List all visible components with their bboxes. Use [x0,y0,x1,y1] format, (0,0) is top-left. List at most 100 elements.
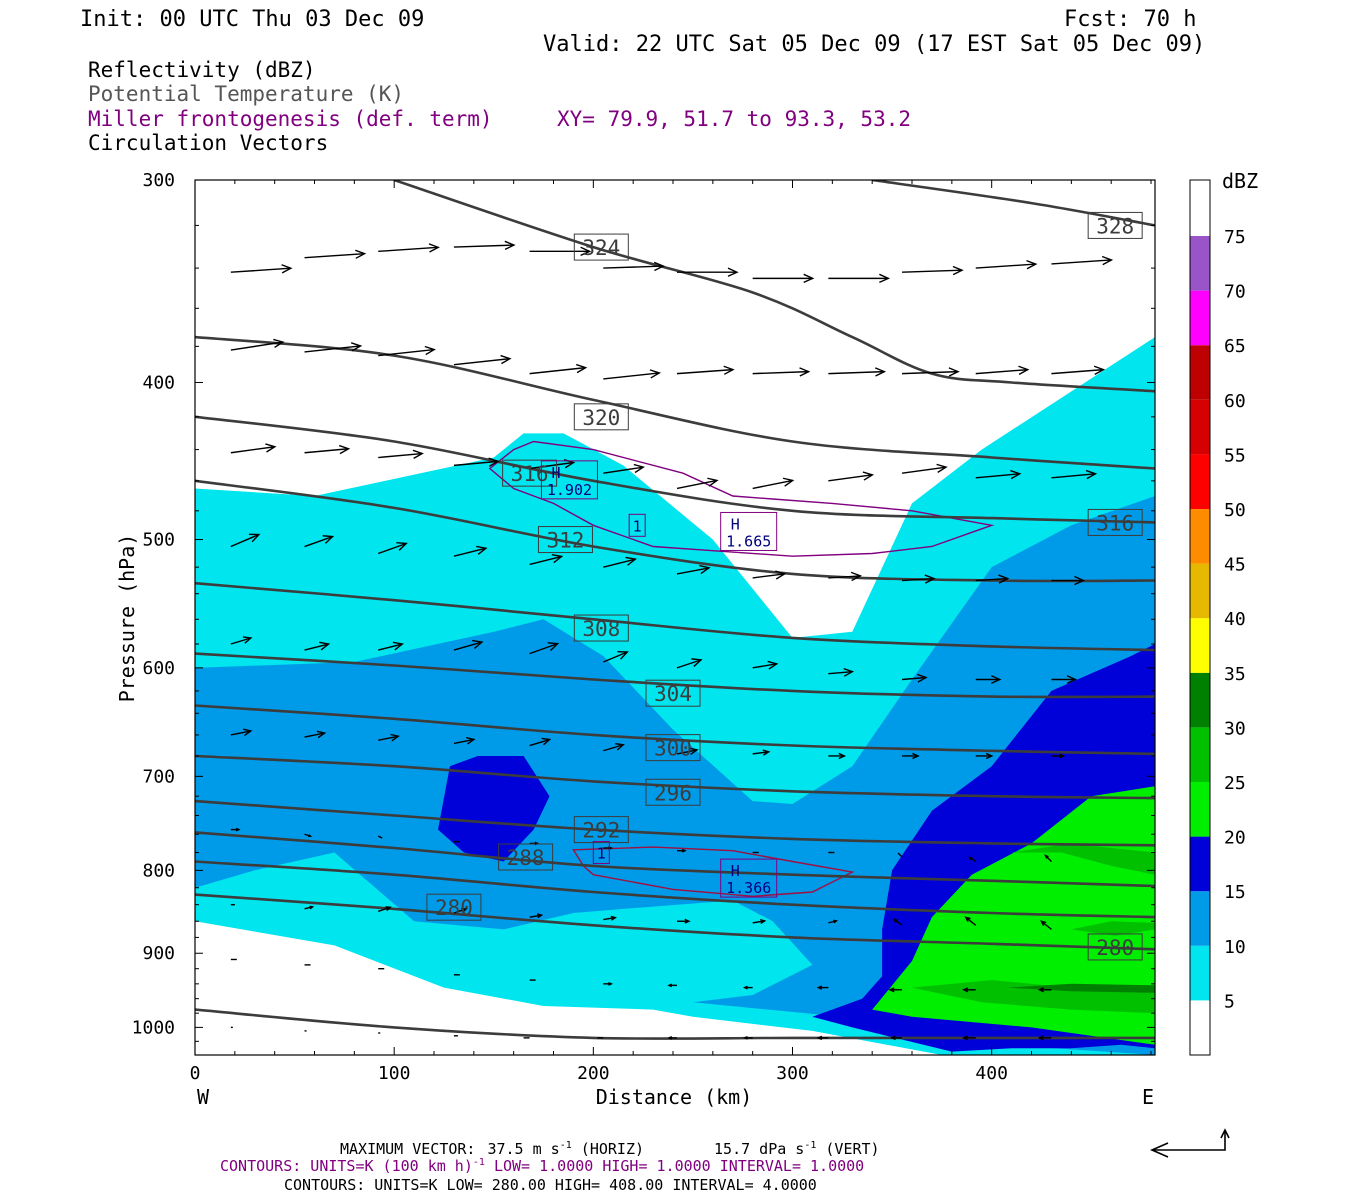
circulation-vector [828,667,855,677]
circulation-vector [1051,675,1078,684]
circulation-vector [529,363,588,375]
circulation-vector [453,240,516,251]
circulation-vector [304,535,335,548]
colorbar-unit: dBZ [1222,169,1258,193]
east-label: E [1142,1085,1154,1109]
theta-contour-labels: 328 324 320 316 316 312 308 304 300 296 292 288 280 2… [426,211,1143,961]
theta-label: 296 [645,778,701,806]
circulation-vector [902,574,936,584]
colorbar-swatch [1190,563,1210,619]
circulation-vector [752,273,815,284]
circulation-vector [603,261,666,272]
x-axis-label: Distance (km) [596,1085,753,1109]
theta-label: 304 [645,679,701,707]
field-vectors-title: Circulation Vectors [88,131,328,155]
circulation-vector [742,985,753,990]
theta-label: 316 [502,459,558,487]
reflectivity-region-30dbz [1011,843,1155,875]
init-time: Init: 00 UTC Thu 03 Dec 09 [80,7,424,32]
theta-contour-308 [195,581,1155,652]
svg-text:308: 308 [582,617,620,641]
circulation-vector [304,444,351,455]
circulation-vector [1051,753,1066,759]
colorbar-swatch [1190,782,1210,837]
circulation-vector [752,477,795,490]
svg-text:312: 312 [546,529,584,553]
circulation-vector [888,987,903,993]
colorbar: 5 10 15 20 25 30 35 40 45 50 55 60 65 70 75 [1189,179,1246,1056]
circulation-vector [828,471,875,482]
theta-contour-320 [195,335,1155,470]
circulation-vector [378,541,408,555]
svg-text:316: 316 [511,462,549,486]
circulation-vector [304,730,327,739]
colorbar-label: 5 [1224,991,1235,1012]
x-tick-label: 100 [378,1063,411,1084]
y-tick-label: 1000 [132,1017,175,1038]
theta-contour-316 [195,415,1155,524]
svg-text:280: 280 [435,896,473,920]
colorbar-label: 45 [1224,555,1246,576]
svg-text:316: 316 [1096,511,1134,535]
colorbar-label: 60 [1224,391,1246,412]
fronto-label: 1 [592,841,610,865]
theta-contour-328 [872,180,1155,227]
circulation-vector [304,641,331,651]
circulation-vector [304,905,315,910]
theta-label: 280 [426,893,482,921]
circulation-vector [1051,365,1106,375]
svg-text:1: 1 [633,517,642,535]
theta-label: 312 [537,526,593,554]
fronto-contour-info: CONTOURS: UNITS=K (100 km h)-1 LOW= 1.00… [220,1157,864,1175]
field-fronto-title: Miller frontogenesis (def. term) [88,107,493,131]
circulation-vector [529,913,544,919]
x-tick-label: 400 [975,1063,1008,1084]
circulation-vector [676,477,719,490]
circulation-vector [377,835,383,839]
theta-contour-288 [195,831,1155,888]
theta-label: 300 [645,734,701,762]
colorbar-swatch [1190,290,1210,346]
circulation-vector [1040,920,1052,930]
x-tick-label: 200 [577,1063,610,1084]
y-axis-label: Pressure (hPa) [115,534,139,703]
circulation-vector [828,752,847,760]
circulation-vector [453,354,512,366]
colorbar-swatch [1190,399,1210,455]
theta-contour-300 [195,704,1155,756]
colorbar-label: 20 [1224,828,1246,849]
circulation-vector [529,642,560,655]
theta-contour-info: CONTOURS: UNITS=K LOW= 280.00 HIGH= 408.… [284,1176,817,1194]
circulation-vector [902,367,960,377]
circulation-vector [890,1035,903,1041]
colorbar-label: 30 [1224,718,1246,739]
circulation-vector [230,728,253,737]
colorbar-label: 50 [1224,500,1246,521]
valid-time: Valid: 22 UTC Sat 05 Dec 09 (17 EST Sat … [543,32,1205,57]
circulation-vector [603,463,645,474]
circulation-vector [453,457,500,467]
circulation-vector [742,1035,753,1040]
svg-text:1.366: 1.366 [726,879,771,897]
circulation-vector [603,981,614,986]
circulation-vector [901,673,928,683]
circulation-vector [453,639,484,651]
reflectivity-region-30dbz [912,980,1155,1014]
circulation-vector [1037,987,1052,993]
colorbar-swatch [1190,672,1210,728]
theta-label: 288 [498,843,554,871]
circulation-vector [453,736,476,745]
y-tick-label: 900 [142,943,175,964]
theta-contour-324 [393,180,1155,393]
circulation-vector [816,985,829,990]
reflectivity-region-20dbz [438,756,550,862]
theta-label: 280 [1087,933,1143,961]
circulation-vector [902,752,920,760]
svg-text:328: 328 [1096,214,1134,238]
circulation-vector [378,641,404,651]
plot-area: 328 324 320 316 316 312 308 304 300 296 292 288 280 2… [195,180,1155,1055]
svg-text:H: H [731,862,740,880]
circulation-vector [975,469,1022,480]
